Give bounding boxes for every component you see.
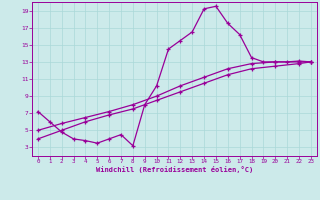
X-axis label: Windchill (Refroidissement éolien,°C): Windchill (Refroidissement éolien,°C) (96, 166, 253, 173)
